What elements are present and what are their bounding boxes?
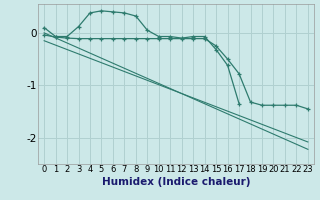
X-axis label: Humidex (Indice chaleur): Humidex (Indice chaleur)	[102, 177, 250, 187]
